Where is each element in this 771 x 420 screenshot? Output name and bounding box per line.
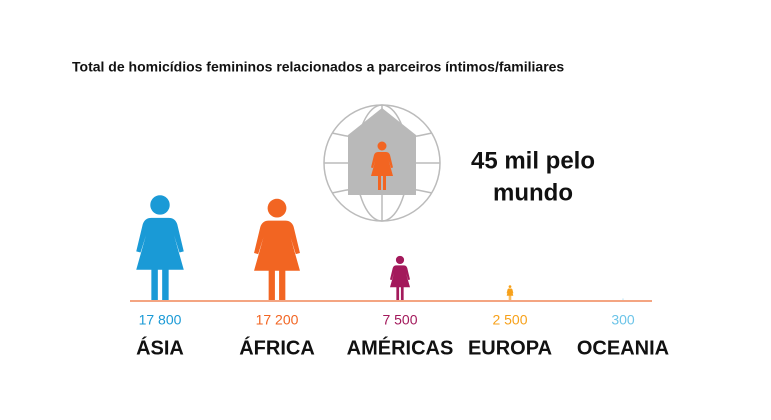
chart-title: Total de homicídios femininos relacionad… <box>72 59 564 75</box>
value-label: 2 500 <box>492 312 527 328</box>
value-label: 300 <box>611 312 635 328</box>
value-label: 17 200 <box>256 312 299 328</box>
category-label: ÁSIA <box>136 336 184 359</box>
figure <box>389 255 411 300</box>
value-label: 7 500 <box>382 312 417 328</box>
category-label: ÁFRICA <box>239 336 315 359</box>
category-label: EUROPA <box>468 337 552 359</box>
figure-body <box>506 288 514 300</box>
annotation: mundo <box>493 179 573 206</box>
value-label: 17 800 <box>139 312 182 328</box>
figure <box>254 198 300 300</box>
annotation: 45 mil pelo <box>471 147 595 174</box>
figure-body <box>254 220 300 300</box>
figure <box>506 285 514 300</box>
figure-body <box>136 217 184 300</box>
figure <box>622 298 624 300</box>
globe-icon <box>323 104 441 222</box>
figure-head <box>150 195 170 215</box>
category-label: OCEANIA <box>577 337 669 359</box>
category-label: AMÉRICAS <box>347 336 454 359</box>
figure-head <box>267 198 287 218</box>
figure-body <box>389 265 411 300</box>
figure-head <box>508 285 512 289</box>
figure-body <box>622 298 624 300</box>
figure <box>136 195 184 300</box>
figure-head <box>395 255 405 265</box>
